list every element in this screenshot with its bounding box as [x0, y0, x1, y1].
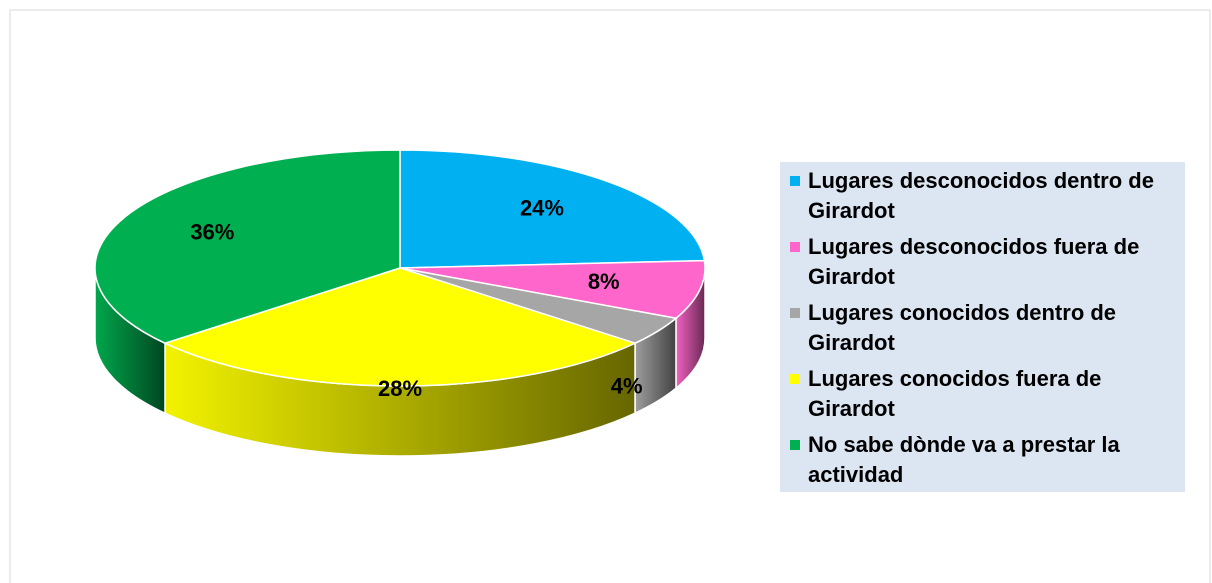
- legend-label: Lugares conocidos dentro de Girardot: [808, 300, 1117, 355]
- data-label: 28%: [378, 376, 422, 401]
- pie-tops: [94, 149, 706, 387]
- legend-swatch: [790, 242, 800, 252]
- pie-slice: [399, 259, 706, 320]
- pie-slice: [162, 267, 638, 387]
- legend-item: Lugares conocidos dentro de Girardot: [790, 298, 1160, 358]
- data-label: 36%: [190, 220, 234, 245]
- legend-swatch: [790, 440, 800, 450]
- data-label: 4%: [611, 373, 643, 398]
- legend-swatch: [790, 308, 800, 318]
- data-label: 8%: [588, 269, 620, 294]
- legend-item: No sabe dònde va a prestar la actividad: [790, 430, 1160, 490]
- legend-label: Lugares desconocidos dentro de Girardot: [808, 168, 1154, 223]
- legend-item: Lugares desconocidos fuera de Girardot: [790, 232, 1160, 292]
- chart-border: [9, 9, 1211, 583]
- legend-label: No sabe dònde va a prestar la actividad: [808, 432, 1120, 487]
- legend-item: Lugares conocidos fuera de Girardot: [790, 364, 1160, 424]
- legend-item: Lugares desconocidos dentro de Girardot: [790, 166, 1160, 226]
- legend-label: Lugares desconocidos fuera de Girardot: [808, 234, 1140, 289]
- pie-slice: [94, 149, 401, 345]
- legend-label: Lugares conocidos fuera de Girardot: [808, 366, 1102, 421]
- pie-slice: [399, 149, 706, 269]
- legend: Lugares desconocidos dentro de Girardot L…: [780, 162, 1185, 492]
- legend-swatch: [790, 374, 800, 384]
- legend-swatch: [790, 176, 800, 186]
- data-labels: 24% 8% 4% 28% 36%: [190, 195, 642, 401]
- data-label: 24%: [520, 195, 564, 220]
